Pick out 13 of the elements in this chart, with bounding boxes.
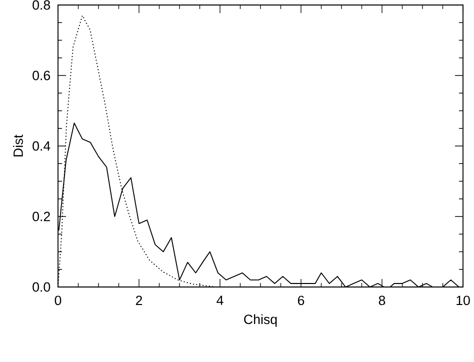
y-tick-label: 0.4 — [32, 141, 50, 151]
x-tick-label: 0 — [54, 296, 62, 306]
x-tick-label: 8 — [378, 296, 386, 306]
x-tick-label: 4 — [216, 296, 224, 305]
x-tick-label: 2 — [136, 296, 142, 306]
x-tick-label: 10 — [456, 296, 470, 306]
y-tick-label: 0.6 — [32, 70, 50, 80]
y-tick-label: 0.8 — [32, 0, 50, 10]
x-axis-title: Chisq — [244, 314, 277, 327]
y-axis-title: Dist — [13, 134, 23, 156]
y-tick-label: 0.2 — [32, 212, 50, 222]
y-tick-label: 0.0 — [32, 282, 50, 292]
x-tick-label: 6 — [298, 296, 304, 306]
